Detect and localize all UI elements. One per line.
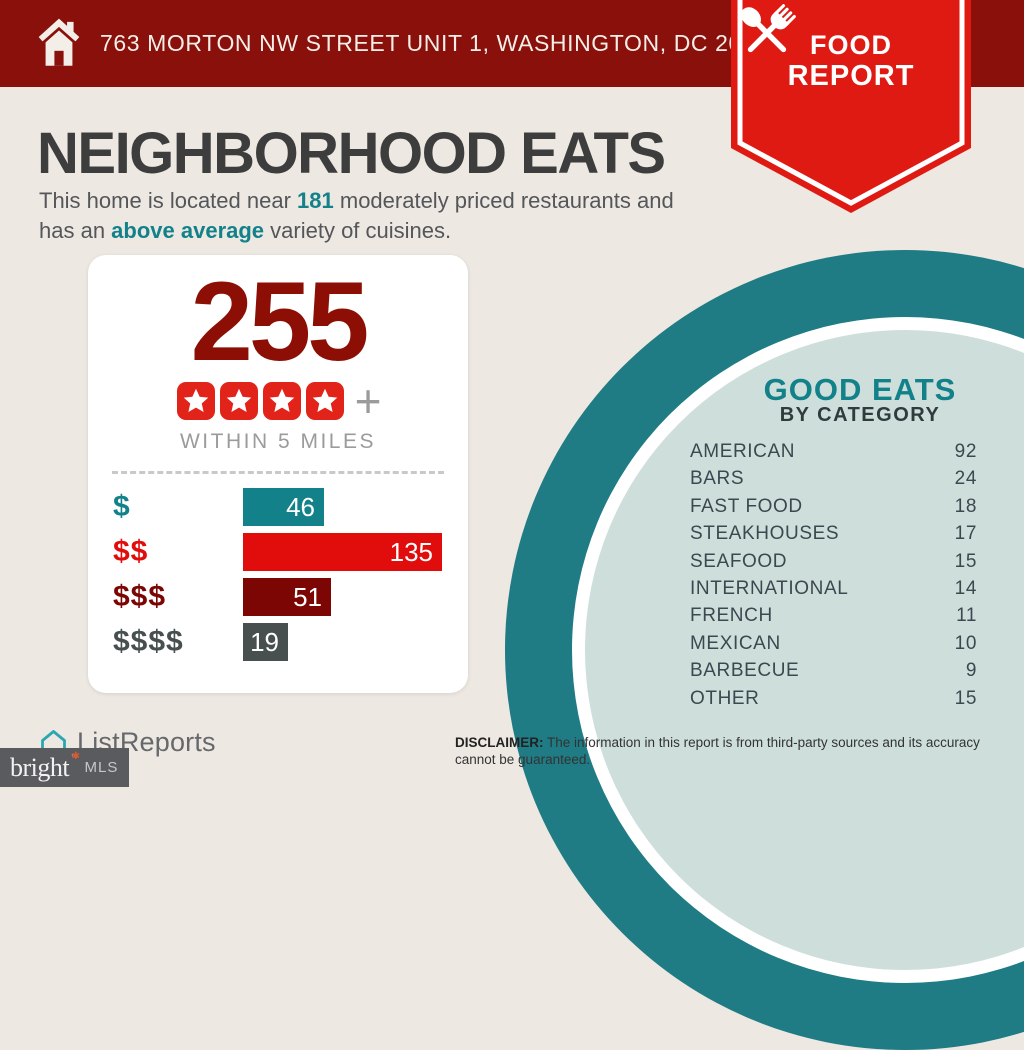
- bright-text: bright: [10, 752, 70, 782]
- price-level-label: $$$: [113, 580, 167, 614]
- ribbon-shape: [731, 0, 971, 213]
- badge-line-food: FOOD: [810, 30, 892, 60]
- bar-row: $$ 135: [113, 533, 444, 572]
- list-item: INTERNATIONAL 14: [690, 578, 977, 605]
- badge-line-report: REPORT: [787, 60, 915, 92]
- list-item: STEAKHOUSES 17: [690, 523, 977, 550]
- bright-mls-logo: bright ✱ ™ MLS: [0, 748, 129, 787]
- category-value: 17: [954, 523, 977, 545]
- category-label: FRENCH: [690, 605, 773, 627]
- subtitle-text: This home is located near: [39, 188, 298, 213]
- bar: 46: [243, 488, 324, 527]
- category-label: AMERICAN: [690, 441, 796, 462]
- star-icon: [220, 382, 259, 421]
- subtitle-text: has an: [39, 218, 112, 243]
- bar-value: 46: [286, 491, 315, 522]
- disclaimer-body: The information in this report is from t…: [455, 735, 980, 767]
- restaurant-count-highlight: 181: [297, 188, 334, 213]
- category-value: 92: [954, 441, 977, 462]
- list-item: MEXICAN 10: [690, 633, 977, 660]
- category-value: 10: [954, 632, 977, 654]
- category-label: BARS: [690, 468, 745, 490]
- category-label: STEAKHOUSES: [690, 523, 840, 545]
- radius-label: WITHIN 5 MILES: [179, 430, 377, 454]
- total-restaurant-count: 255: [190, 259, 370, 384]
- category-value: 15: [954, 550, 977, 572]
- disclaimer-text: DISCLAIMER: The information in this repo…: [455, 734, 1000, 768]
- property-address: 763 MORTON NW STREET UNIT 1, WASHINGTON,…: [100, 30, 783, 56]
- good-eats-category-list: AMERICAN 92 BARS 24 FAST FOOD 18 STEAKHOUSE…: [690, 441, 977, 715]
- bar: 135: [243, 533, 442, 572]
- price-level-bar-chart: $ 46 $$ 135 $$$ 51 $$$$ 19: [113, 488, 444, 662]
- subtitle-text: moderately priced restaurants and: [333, 188, 674, 213]
- good-eats-title: GOOD EATS: [763, 372, 957, 407]
- bar: 19: [243, 623, 288, 662]
- category-label: FAST FOOD: [690, 495, 803, 517]
- disclaimer-label: DISCLAIMER:: [455, 735, 544, 750]
- restaurant-stats-card: 255 + WITHIN 5 MILES $ 46 $$ 135 $$$ 51 …: [88, 255, 468, 693]
- price-level-label: $$$$: [113, 625, 184, 659]
- star-icon: [306, 382, 345, 421]
- bar-value: 51: [293, 581, 322, 612]
- category-value: 18: [954, 495, 977, 517]
- list-item: OTHER 15: [690, 688, 977, 715]
- category-value: 15: [954, 687, 977, 709]
- page-subtitle: This home is located near 181 moderately…: [39, 186, 739, 246]
- home-icon: [38, 18, 80, 66]
- above-average-highlight: above average: [111, 218, 265, 243]
- spoon-fork-icon: [741, 4, 796, 53]
- star-rating: +: [88, 375, 468, 428]
- trademark-symbol: ™: [71, 752, 78, 761]
- category-label: INTERNATIONAL: [690, 577, 849, 599]
- page-title: NEIGHBORHOOD EATS: [37, 121, 666, 186]
- bar: 51: [243, 578, 331, 617]
- bar-row: $ 46: [113, 488, 444, 527]
- list-item: BARS 24: [690, 468, 977, 495]
- bar-row: $$$$ 19: [113, 623, 444, 662]
- category-value: 9: [965, 660, 977, 682]
- good-eats-subtitle: BY CATEGORY: [779, 404, 941, 426]
- price-level-label: $$: [113, 535, 149, 569]
- list-item: SEAFOOD 15: [690, 551, 977, 578]
- list-item: AMERICAN 92: [690, 441, 977, 468]
- list-item: FRENCH 11: [690, 605, 977, 632]
- subtitle-text: variety of cuisines.: [264, 218, 452, 243]
- category-value: 14: [954, 577, 977, 599]
- category-label: SEAFOOD: [690, 550, 788, 572]
- price-level-label: $: [113, 490, 131, 524]
- dashed-divider: [112, 471, 444, 475]
- category-label: BARBECUE: [690, 660, 800, 682]
- category-label: OTHER: [690, 687, 760, 709]
- list-item: FAST FOOD 18: [690, 496, 977, 523]
- list-item: BARBECUE 9: [690, 660, 977, 687]
- bright-star-icon: ✱: [71, 750, 80, 762]
- star-icon: [263, 382, 302, 421]
- category-value: 11: [956, 605, 977, 627]
- category-label: MEXICAN: [690, 632, 781, 654]
- bar-row: $$$ 51: [113, 578, 444, 617]
- plus-sign: +: [354, 375, 382, 428]
- food-report-badge: FOOD REPORT: [731, 0, 971, 216]
- star-icon: [177, 382, 216, 421]
- mls-text: MLS: [84, 759, 119, 776]
- bright-wordmark: bright ✱ ™: [10, 750, 80, 783]
- category-value: 24: [954, 468, 977, 490]
- badge-title: FOOD REPORT: [731, 30, 971, 92]
- bar-value: 19: [250, 626, 279, 657]
- bar-value: 135: [389, 536, 433, 567]
- listreports-house-icon: [41, 729, 66, 755]
